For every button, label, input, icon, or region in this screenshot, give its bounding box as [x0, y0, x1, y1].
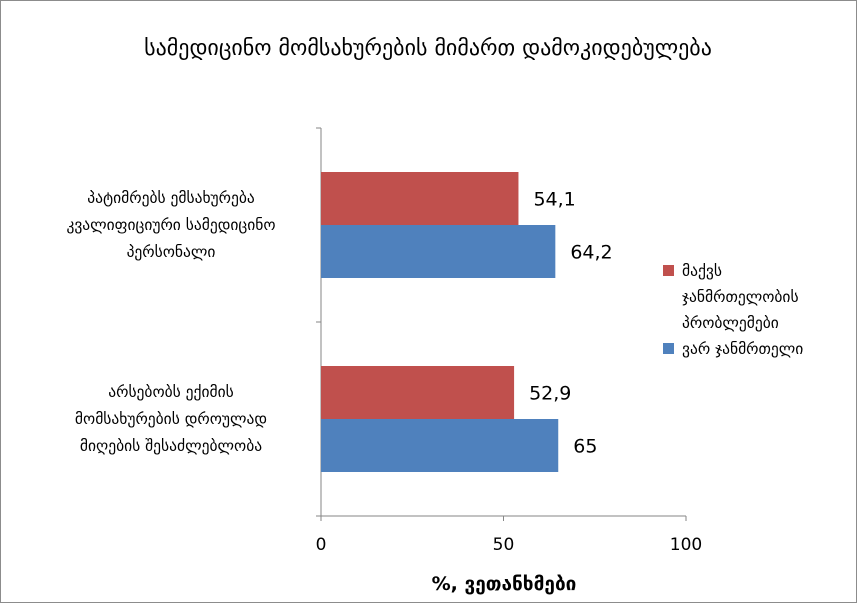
- legend-label-line: ვარ ჯანმრთელი: [682, 340, 803, 358]
- data-label-s0-c1: 52,9: [529, 383, 571, 405]
- category-label-line: პატიმრებს ემსახურება: [87, 189, 255, 207]
- category-label-line: მიღების შესაძლებლობა: [80, 437, 262, 455]
- bar-s1-c1: [321, 419, 559, 472]
- category-label-line: პერსონალი: [127, 243, 216, 261]
- legend-swatch: [663, 265, 674, 276]
- legend-label-line: ჯანმრთელობის: [682, 288, 799, 306]
- chart-title: სამედიცინო მომსახურების მიმართ დამოკიდებ…: [144, 36, 712, 61]
- plot-area: 0 50 100 54,1 64,2 პატიმრებს ემსახურება კვალიფ…: [66, 127, 702, 555]
- bar-s1-c0: [321, 225, 556, 278]
- legend: მაქვს ჯანმრთელობის პრობლემები ვარ ჯანმრთელი: [663, 262, 803, 358]
- legend-swatch: [663, 343, 674, 354]
- legend-label-line: მაქვს: [682, 262, 722, 280]
- legend-label-line: პრობლემები: [682, 314, 779, 332]
- category-label-line: კვალიფიციური სამედიცინო: [66, 216, 275, 234]
- bar-s0-c1: [321, 366, 515, 419]
- x-tick-label: 0: [316, 535, 327, 555]
- data-label-s0-c0: 54,1: [533, 189, 575, 211]
- x-axis-label: %, ვეთანხმები: [432, 573, 577, 595]
- x-tick-label: 50: [493, 535, 515, 555]
- data-label-s1-c1: 65: [573, 436, 597, 458]
- data-label-s1-c0: 64,2: [570, 242, 612, 264]
- category-label-line: არსებობს ექიმის: [108, 383, 234, 401]
- category-label-line: მომსახურების დროულად: [75, 410, 267, 428]
- x-tick-label: 100: [670, 535, 702, 555]
- bar-s0-c0: [321, 172, 519, 225]
